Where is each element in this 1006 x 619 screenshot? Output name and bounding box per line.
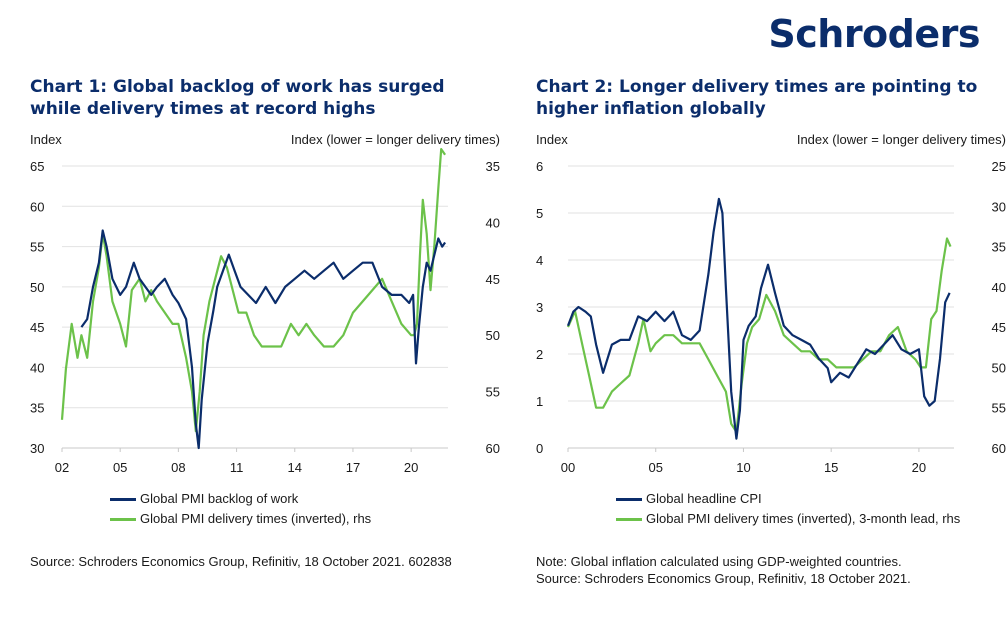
chart1-legend-item-backlog: Global PMI backlog of work <box>110 491 298 506</box>
left-tick-label: 6 <box>536 159 543 174</box>
right-tick-label: 35 <box>992 240 1006 255</box>
series-line-cpi <box>566 197 951 440</box>
chart2-right-axis-label: Index (lower = longer delivery times) <box>796 132 1006 147</box>
legend-label: Global PMI backlog of work <box>140 491 299 506</box>
series-line-delivery-times <box>60 148 447 433</box>
chart2-left-axis-label: Index <box>536 132 568 147</box>
x-tick-label: 20 <box>912 460 926 475</box>
right-tick-label: 45 <box>486 272 500 287</box>
right-tick-label: 55 <box>992 401 1006 416</box>
chart1-right-axis-label: Index (lower = longer delivery times) <box>290 132 500 147</box>
left-tick-label: 0 <box>536 441 543 456</box>
legend-label: Global PMI delivery times (inverted), 3-… <box>646 511 961 526</box>
x-tick-label: 08 <box>171 460 185 475</box>
chart2-panel: Chart 2: Longer delivery times are point… <box>536 0 1006 619</box>
left-tick-label: 55 <box>30 240 44 255</box>
chart2-title: Chart 2: Longer delivery times are point… <box>536 77 978 119</box>
left-tick-label: 65 <box>30 159 44 174</box>
chart1-left-axis-label: Index <box>30 132 62 147</box>
left-tick-label: 45 <box>30 320 44 335</box>
chart1-panel: Chart 1: Global backlog of work has surg… <box>30 0 500 619</box>
left-tick-label: 2 <box>536 347 543 362</box>
x-tick-label: 00 <box>561 460 575 475</box>
left-tick-label: 50 <box>30 280 44 295</box>
left-tick-label: 3 <box>536 300 543 315</box>
right-tick-label: 40 <box>992 280 1006 295</box>
left-tick-label: 4 <box>536 253 543 268</box>
right-tick-label: 55 <box>486 385 500 400</box>
right-tick-label: 50 <box>486 328 500 343</box>
legend-label: Global headline CPI <box>646 491 762 506</box>
chart2-note: Note: Global inflation calculated using … <box>536 554 902 569</box>
series-line-backlog <box>80 229 446 450</box>
chart1-plot: 30 35 40 45 50 55 60 65 60 55 50 45 40 35 02 05 08 11 14 17… <box>30 148 500 475</box>
legend-swatch-green <box>616 518 642 522</box>
right-tick-label: 50 <box>992 360 1006 375</box>
x-tick-label: 05 <box>113 460 127 475</box>
x-tick-label: 20 <box>404 460 418 475</box>
chart1-legend-item-delivery: Global PMI delivery times (inverted), rh… <box>110 511 371 526</box>
legend-swatch-navy <box>110 498 136 502</box>
right-tick-label: 25 <box>992 159 1006 174</box>
right-tick-label: 30 <box>992 199 1006 214</box>
left-tick-label: 40 <box>30 360 44 375</box>
left-tick-label: 35 <box>30 401 44 416</box>
chart2-source: Source: Schroders Economics Group, Refin… <box>536 571 911 586</box>
chart1-title: Chart 1: Global backlog of work has surg… <box>30 77 445 119</box>
left-tick-label: 1 <box>536 394 543 409</box>
chart2-legend-item-delivery: Global PMI delivery times (inverted), 3-… <box>616 511 960 526</box>
chart2-legend-item-cpi: Global headline CPI <box>616 491 762 506</box>
right-tick-label: 35 <box>486 159 500 174</box>
legend-label: Global PMI delivery times (inverted), rh… <box>140 511 372 526</box>
right-tick-label: 60 <box>992 441 1006 456</box>
schroders-logo: Schroders <box>768 12 980 56</box>
left-tick-label: 60 <box>30 199 44 214</box>
chart1-source: Source: Schroders Economics Group, Refin… <box>30 554 452 569</box>
left-tick-label: 30 <box>30 441 44 456</box>
right-tick-label: 60 <box>486 441 500 456</box>
x-tick-label: 02 <box>55 460 69 475</box>
legend-swatch-green <box>110 518 136 522</box>
x-tick-label: 05 <box>648 460 662 475</box>
right-tick-label: 40 <box>486 215 500 230</box>
left-tick-label: 5 <box>536 206 543 221</box>
right-tick-label: 45 <box>992 320 1006 335</box>
x-tick-label: 10 <box>736 460 750 475</box>
chart2-note-source: Note: Global inflation calculated using … <box>536 553 1006 587</box>
legend-swatch-navy <box>616 498 642 502</box>
x-tick-label: 15 <box>824 460 838 475</box>
x-tick-label: 14 <box>288 460 302 475</box>
series-line-delivery-times <box>566 237 952 433</box>
x-tick-label: 11 <box>230 460 244 475</box>
x-tick-label: 17 <box>346 460 360 475</box>
